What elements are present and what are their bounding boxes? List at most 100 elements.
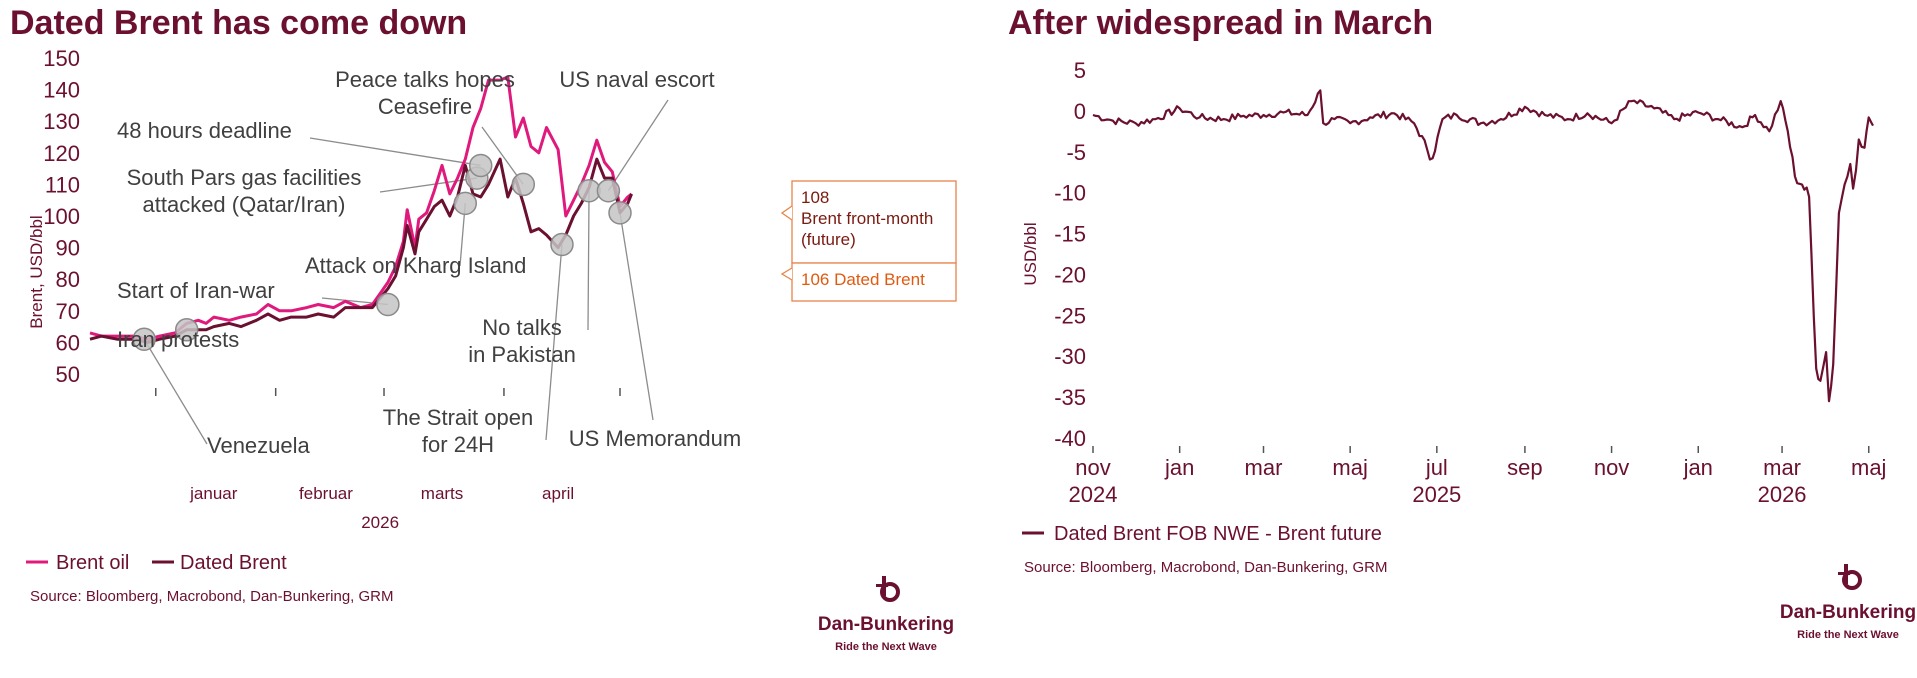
right-y-axis-label: USD/bbl bbox=[1021, 222, 1040, 285]
annotation-line: for 24H bbox=[422, 432, 494, 457]
y-tick-label: -10 bbox=[1054, 181, 1086, 206]
callout-text: 108 Brent front-month (future) bbox=[801, 188, 933, 249]
callout-line: 106 Dated Brent bbox=[801, 270, 925, 289]
right-chart: After widespread in March USD/bbl 5 0 -5 -1… bbox=[1008, 4, 1916, 641]
annotation-label: Venezuela bbox=[207, 433, 311, 458]
left-chart: Dated Brent has come down Brent, USD/bbl… bbox=[10, 4, 957, 653]
annotation-line: Start of Iran-war bbox=[117, 278, 275, 303]
x-month-label: maj bbox=[1851, 455, 1886, 480]
right-y-ticks: 5 0 -5 -10 -15 -20 -25 -30 -35 -40 bbox=[1054, 58, 1086, 451]
annotation-label: Attack on Kharg Island bbox=[305, 253, 526, 278]
y-tick-label: -5 bbox=[1066, 140, 1086, 165]
left-annotation-leaders bbox=[143, 99, 669, 445]
x-year-label: 2024 bbox=[1069, 482, 1118, 507]
y-tick-label: -25 bbox=[1054, 303, 1086, 328]
y-tick-label: 110 bbox=[45, 172, 80, 197]
left-source: Source: Bloomberg, Macrobond, Dan-Bunker… bbox=[30, 588, 394, 605]
right-chart-title: After widespread in March bbox=[1008, 4, 1433, 42]
x-month-label: maj bbox=[1332, 455, 1367, 480]
callout-box bbox=[791, 180, 957, 264]
annotation-label: No talks in Pakistan bbox=[468, 315, 576, 367]
annotation-line: South Pars gas facilities bbox=[127, 165, 362, 190]
y-tick-label: 60 bbox=[56, 330, 80, 355]
legend-brent-oil: Brent oil bbox=[56, 552, 129, 574]
annotation-label: US Memorandum bbox=[569, 426, 741, 451]
y-tick-label: -15 bbox=[1054, 222, 1086, 247]
callout-line: (future) bbox=[801, 230, 856, 249]
y-tick-label: 70 bbox=[56, 299, 80, 324]
y-tick-label: 120 bbox=[43, 141, 80, 166]
callout-line: 108 bbox=[801, 188, 829, 207]
annotation-line: No talks bbox=[482, 315, 561, 340]
dan-bunkering-logo-icon bbox=[1838, 564, 1862, 590]
logo-wordmark: Dan-Bunkering bbox=[818, 614, 954, 635]
logo-tagline: Ride the Next Wave bbox=[1797, 629, 1899, 641]
event-marker bbox=[596, 178, 621, 203]
legend-spread: Dated Brent FOB NWE - Brent future bbox=[1054, 523, 1382, 545]
right-x-axis: nov jan mar maj jul sep nov jan mar maj 2024 2025 20… bbox=[1069, 446, 1886, 507]
series-spread bbox=[1092, 89, 1874, 403]
y-tick-label: -20 bbox=[1054, 262, 1086, 287]
dan-bunkering-logo-icon bbox=[876, 576, 900, 602]
event-marker bbox=[608, 201, 632, 225]
y-tick-label: 140 bbox=[43, 78, 80, 103]
callout-box bbox=[791, 262, 957, 302]
annotation-line: US naval escort bbox=[559, 67, 714, 92]
annotation-line: Ceasefire bbox=[378, 94, 472, 119]
logo-tagline: Ride the Next Wave bbox=[835, 641, 937, 653]
y-tick-label: 150 bbox=[43, 46, 80, 71]
annotation-line: Iran protests bbox=[117, 327, 239, 352]
event-marker bbox=[468, 153, 493, 178]
annotation-line: Venezuela bbox=[207, 433, 311, 458]
annotation-label: 48 hours deadline bbox=[117, 118, 292, 143]
x-month-label: nov bbox=[1075, 455, 1110, 480]
left-chart-title: Dated Brent has come down bbox=[10, 4, 467, 42]
y-tick-label: 80 bbox=[56, 267, 80, 292]
left-y-ticks: 50 60 70 80 90 100 110 120 130 140 150 bbox=[43, 46, 80, 387]
logo-wordmark: Dan-Bunkering bbox=[1780, 602, 1916, 623]
left-y-axis-label: Brent, USD/bbl bbox=[27, 215, 46, 328]
event-marker bbox=[511, 172, 536, 197]
y-tick-label: 5 bbox=[1074, 58, 1086, 83]
series-brent-oil bbox=[89, 75, 633, 341]
y-tick-label: -40 bbox=[1054, 426, 1086, 451]
annotation-label: Iran protests bbox=[117, 327, 239, 352]
left-annotations: Iran protests Venezuela Start of Iran-war 4… bbox=[117, 67, 741, 458]
callout-tail bbox=[780, 267, 793, 281]
event-marker bbox=[132, 327, 156, 351]
annotation-line: Attack on Kharg Island bbox=[305, 253, 526, 278]
x-year-label: 2026 bbox=[361, 513, 399, 532]
legend-dated-brent: Dated Brent bbox=[180, 552, 287, 574]
x-month-label: nov bbox=[1594, 455, 1629, 480]
right-logo: Dan-Bunkering Ride the Next Wave bbox=[1780, 564, 1916, 641]
annotation-leader bbox=[587, 190, 590, 331]
left-event-markers bbox=[132, 153, 632, 351]
annotation-line: US Memorandum bbox=[569, 426, 741, 451]
annotation-leader bbox=[545, 244, 563, 441]
x-month-label: mar bbox=[1245, 455, 1283, 480]
annotation-label: The Strait open for 24H bbox=[383, 405, 533, 457]
left-callouts: 108 Brent front-month (future) 106 Dated Br… bbox=[780, 180, 957, 302]
annotation-line: attacked (Qatar/Iran) bbox=[143, 192, 346, 217]
left-x-axis: januar februar marts april 2026 bbox=[155, 388, 621, 532]
annotation-label: US naval escort bbox=[559, 67, 714, 92]
right-legend: Dated Brent FOB NWE - Brent future bbox=[1022, 523, 1382, 545]
annotation-line: The Strait open bbox=[383, 405, 533, 430]
y-tick-label: 100 bbox=[43, 204, 80, 229]
right-series bbox=[1092, 89, 1874, 403]
x-month-label: februar bbox=[299, 484, 353, 503]
x-month-label: jan bbox=[1683, 455, 1713, 480]
x-month-label: januar bbox=[189, 484, 238, 503]
annotation-label: Start of Iran-war bbox=[117, 278, 275, 303]
x-month-label: sep bbox=[1507, 455, 1542, 480]
x-month-label: april bbox=[542, 484, 574, 503]
right-source: Source: Bloomberg, Macrobond, Dan-Bunker… bbox=[1024, 559, 1388, 576]
event-marker bbox=[550, 232, 574, 257]
x-year-label: 2025 bbox=[1412, 482, 1461, 507]
callout-text: 106 Dated Brent bbox=[801, 270, 925, 289]
x-month-label: jan bbox=[1164, 455, 1194, 480]
callout-line: Brent front-month bbox=[801, 209, 933, 228]
annotation-leader bbox=[619, 212, 654, 421]
callout-tail bbox=[780, 205, 793, 221]
